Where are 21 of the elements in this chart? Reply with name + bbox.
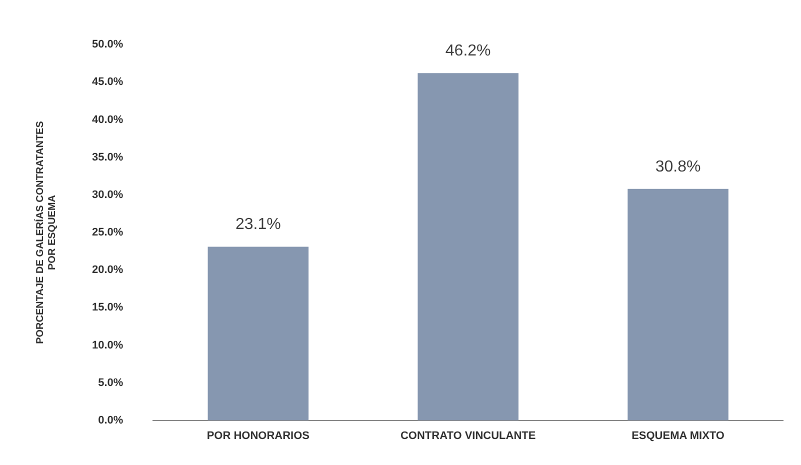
x-tick-label: ESQUEMA MIXTO — [632, 430, 725, 442]
data-label: 46.2% — [445, 42, 491, 60]
data-label: 23.1% — [235, 216, 281, 234]
y-tick-label: 45.0% — [92, 76, 124, 88]
y-tick-label: 20.0% — [92, 264, 124, 276]
bar — [628, 188, 728, 420]
y-tick-label: 15.0% — [92, 302, 124, 314]
bar — [208, 246, 309, 420]
bar — [418, 73, 518, 420]
y-tick-label: 10.0% — [92, 339, 124, 352]
y-tick-label: 40.0% — [92, 114, 124, 126]
y-axis-title: PORCENTAJE DE GALERÍAS CONTRATANTES POR ESQUEMA — [34, 120, 58, 344]
y-tick-label: 35.0% — [92, 151, 124, 164]
y-tick-label: 0.0% — [98, 414, 124, 426]
y-tick-label: 30.0% — [92, 188, 124, 201]
y-tick-label: 5.0% — [98, 376, 124, 389]
x-tick-label: CONTRATO VINCULANTE — [400, 430, 536, 442]
x-tick-label: POR HONORARIOS — [206, 430, 310, 442]
y-tick-label: 25.0% — [92, 226, 124, 239]
data-label: 30.8% — [655, 158, 701, 176]
y-tick-label: 50.0% — [92, 38, 124, 51]
